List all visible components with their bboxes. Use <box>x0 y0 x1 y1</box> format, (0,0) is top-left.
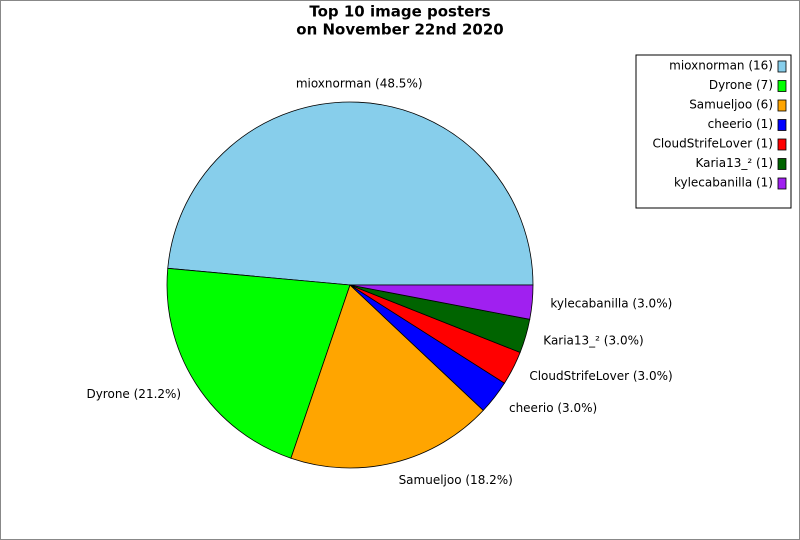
slice-label: mioxnorman (48.5%) <box>296 76 423 90</box>
pie-slice <box>290 284 484 469</box>
pie-slice <box>167 101 534 286</box>
slice-label: cheerio (3.0%) <box>509 401 597 415</box>
slice-label: Samueljoo (18.2%) <box>399 473 513 487</box>
chart-title: Top 10 image posters <box>309 3 490 21</box>
pie-slice <box>166 267 351 459</box>
legend-swatch <box>777 138 787 151</box>
pie-slice <box>349 284 534 320</box>
legend-label: mioxnorman (16) <box>669 59 773 73</box>
legend-swatch <box>777 80 787 92</box>
legend-label: Samueljoo (6) <box>689 98 773 112</box>
slice-label: CloudStrifeLover (3.0%) <box>529 369 672 383</box>
legend-box <box>635 54 792 209</box>
legend-label: Karia13_² (1) <box>695 156 773 170</box>
legend-swatch <box>777 119 787 131</box>
legend-label: kylecabanilla (1) <box>674 176 773 190</box>
legend-swatch <box>777 177 787 190</box>
slice-label: kylecabanilla (3.0%) <box>550 296 672 310</box>
legend-swatch <box>777 60 787 73</box>
legend-label: Dyrone (7) <box>709 78 773 92</box>
legend-swatch <box>777 99 787 112</box>
legend-label: cheerio (1) <box>708 117 773 131</box>
legend-label: CloudStrifeLover (1) <box>652 137 773 151</box>
legend-swatch <box>777 158 787 170</box>
slice-label: Dyrone (21.2%) <box>86 387 181 401</box>
chart-title: on November 22nd 2020 <box>296 21 503 39</box>
slice-label: Karia13_² (3.0%) <box>543 334 643 348</box>
